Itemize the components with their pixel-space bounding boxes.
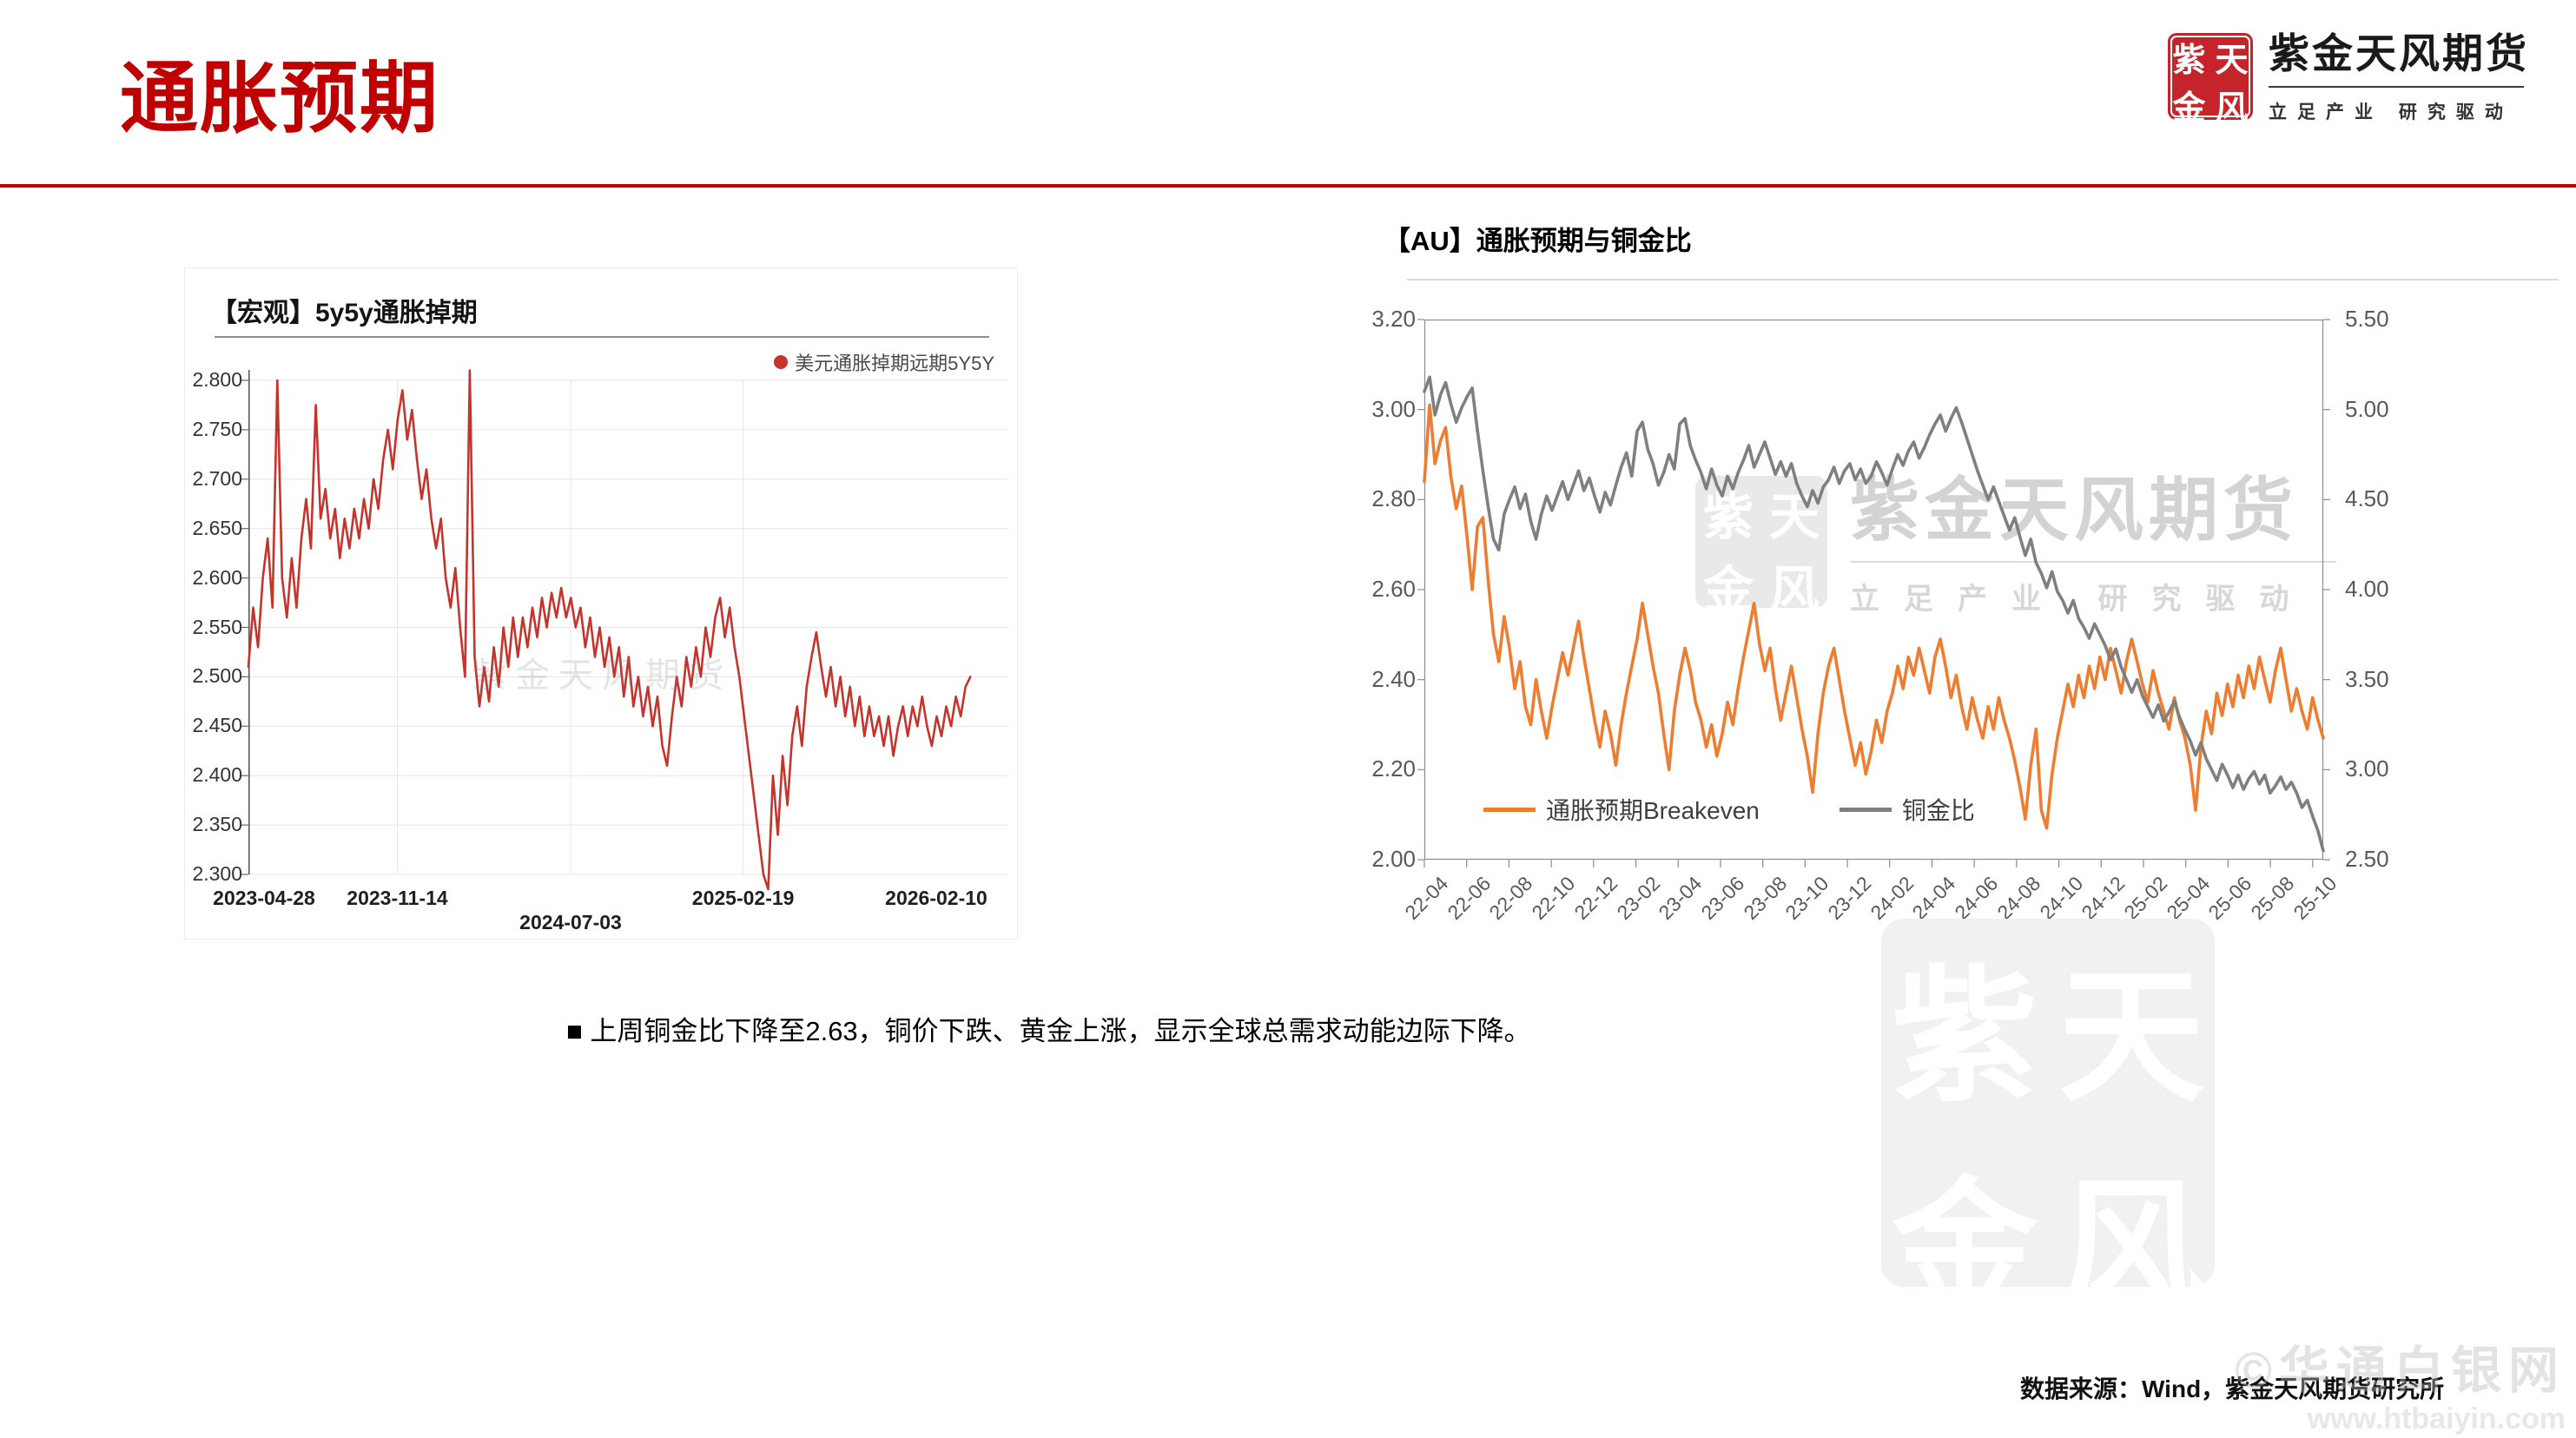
right-chart-left-y-label: 2.00 [1371,846,1416,872]
right-chart-title: 【AU】通胀预期与铜金比 [1384,226,1692,256]
seal-char: 紫 [1892,958,2038,1119]
brand-rule [2269,86,2524,88]
left-chart-title-rule [215,336,989,338]
right-x-tick-label: 25-10 [2289,872,2342,924]
seal-char: 风 [2215,90,2249,127]
left-chart-plot [241,369,1008,891]
left-chart-card: 【宏观】5y5y通胀掉期 美元通胀掉期远期5Y5Y 2.800 2.750 2.70… [184,267,1018,940]
seal-char: 风 [2058,1169,2204,1330]
page-title: 通胀预期 [120,56,439,142]
left-y-tick-label: 2.650 [192,516,242,539]
right-x-tick-label: 24-12 [2077,872,2130,924]
right-x-tick-label: 22-06 [1443,872,1496,924]
right-x-tick-label: 25-06 [2203,872,2256,924]
data-source: 数据来源：Wind，紫金天风期货研究所 [2020,1375,2445,1402]
left-y-tick-label: 2.700 [192,466,242,490]
left-y-tick-label: 2.750 [192,417,242,440]
left-x-tick-label: 2024-07-03 [519,911,622,933]
legend-label: 美元通胀掉期远期5Y5Y [795,353,994,374]
right-chart-right-y-label: 3.50 [2345,665,2389,692]
right-x-tick-label: 23-04 [1654,872,1707,924]
right-x-tick-label: 24-02 [1866,872,1919,924]
right-chart-right-y-label: 4.50 [2345,485,2389,512]
legend-item-breakeven: 通胀预期Breakeven [1483,792,1760,827]
legend-label: 通胀预期Breakeven [1546,797,1760,824]
summary-bullet: ■ 上周铜金比下降至2.63，铜价下跌、黄金上涨，显示全球总需求动能边际下降。 [566,1016,1531,1046]
right-chart-left-y-label: 3.20 [1371,306,1416,332]
left-y-tick-label: 2.300 [192,862,242,885]
right-x-tick-label: 25-04 [2162,872,2215,924]
right-x-tick-label: 24-08 [1992,872,2045,924]
legend-item-copper-gold: 铜金比 [1839,792,1975,827]
seal-char: 天 [2215,43,2249,79]
right-chart-plot [1417,319,2330,867]
right-chart-left-y-label: 2.80 [1371,485,1416,512]
seal-char: 金 [1892,1169,2038,1330]
right-x-tick-label: 24-04 [1907,872,1960,924]
left-chart-legend: 美元通胀掉期远期5Y5Y [774,348,994,376]
right-x-tick-label: 22-04 [1400,872,1453,924]
right-x-tick-label: 24-10 [2034,872,2087,924]
left-chart-watermark: 紫金天风期货 [472,656,732,695]
right-chart-legend: 通胀预期Breakeven 铜金比 [1483,792,1975,827]
left-x-tick-label: 2023-04-28 [213,887,315,909]
seal-char: 天 [2058,958,2204,1119]
site-watermark-url: www.htbaiyin.com [2307,1402,2566,1435]
left-x-tick-label: 2023-11-14 [347,887,448,909]
right-x-tick-label: 23-06 [1696,872,1749,924]
left-y-tick-label: 2.550 [192,615,242,638]
right-chart-left-y-label: 2.20 [1371,755,1416,782]
legend-dot-icon [774,355,789,369]
right-chart-right-y-label: 2.50 [2345,846,2389,872]
brand-name: 紫金天风期货 [2269,30,2529,76]
left-x-tick-label: 2026-02-10 [885,887,987,909]
right-x-tick-label: 24-06 [1950,872,2003,924]
brand-logo: 紫 天 金 风 紫金天风期货 立足产业 研究驱动 [2168,33,2529,127]
right-chart-right-y-label: 5.00 [2345,395,2389,422]
right-chart-right-y-label: 3.00 [2345,755,2389,782]
left-y-tick-label: 2.500 [192,664,242,688]
header-divider [0,184,2576,188]
brand-text: 紫金天风期货 立足产业 研究驱动 [2269,33,2529,124]
right-chart-right-y-label: 4.00 [2345,576,2389,602]
right-chart-right-y-label: 5.50 [2345,306,2389,332]
brand-seal-icon: 紫 天 金 风 [2168,33,2253,127]
right-x-tick-label: 25-02 [2119,872,2172,924]
left-x-tick-label: 2025-02-19 [691,887,795,909]
right-chart-title-rule [1407,279,2559,280]
right-x-tick-label: 23-12 [1823,872,1876,924]
right-chart-left-y-label: 2.60 [1371,576,1416,602]
left-chart-title: 【宏观】5y5y通胀掉期 [211,299,478,327]
left-y-tick-label: 2.800 [192,368,242,391]
right-x-tick-label: 23-08 [1739,872,1792,924]
seal-char: 紫 [2172,43,2206,79]
left-y-tick-label: 2.600 [192,565,242,589]
brand-tagline: 立足产业 研究驱动 [2269,102,2513,122]
big-seal-watermark-icon: 紫 天 金 风 [1881,919,2215,1330]
right-x-tick-label: 25-08 [2246,872,2299,924]
left-y-tick-label: 2.450 [192,714,242,737]
seal-char: 金 [2172,90,2206,127]
legend-line-icon [1839,807,1892,812]
legend-line-icon [1483,807,1536,812]
left-y-tick-label: 2.350 [192,813,242,836]
right-x-tick-label: 22-10 [1527,872,1580,924]
right-x-tick-label: 23-10 [1780,872,1833,924]
legend-label: 铜金比 [1901,797,1975,824]
right-x-tick-label: 22-08 [1484,872,1537,924]
right-chart-left-y-label: 2.40 [1371,665,1416,692]
left-y-tick-label: 2.400 [192,763,242,787]
right-x-tick-label: 22-12 [1569,872,1622,924]
right-chart-left-y-label: 3.00 [1371,395,1416,422]
right-x-tick-label: 23-02 [1611,872,1664,924]
